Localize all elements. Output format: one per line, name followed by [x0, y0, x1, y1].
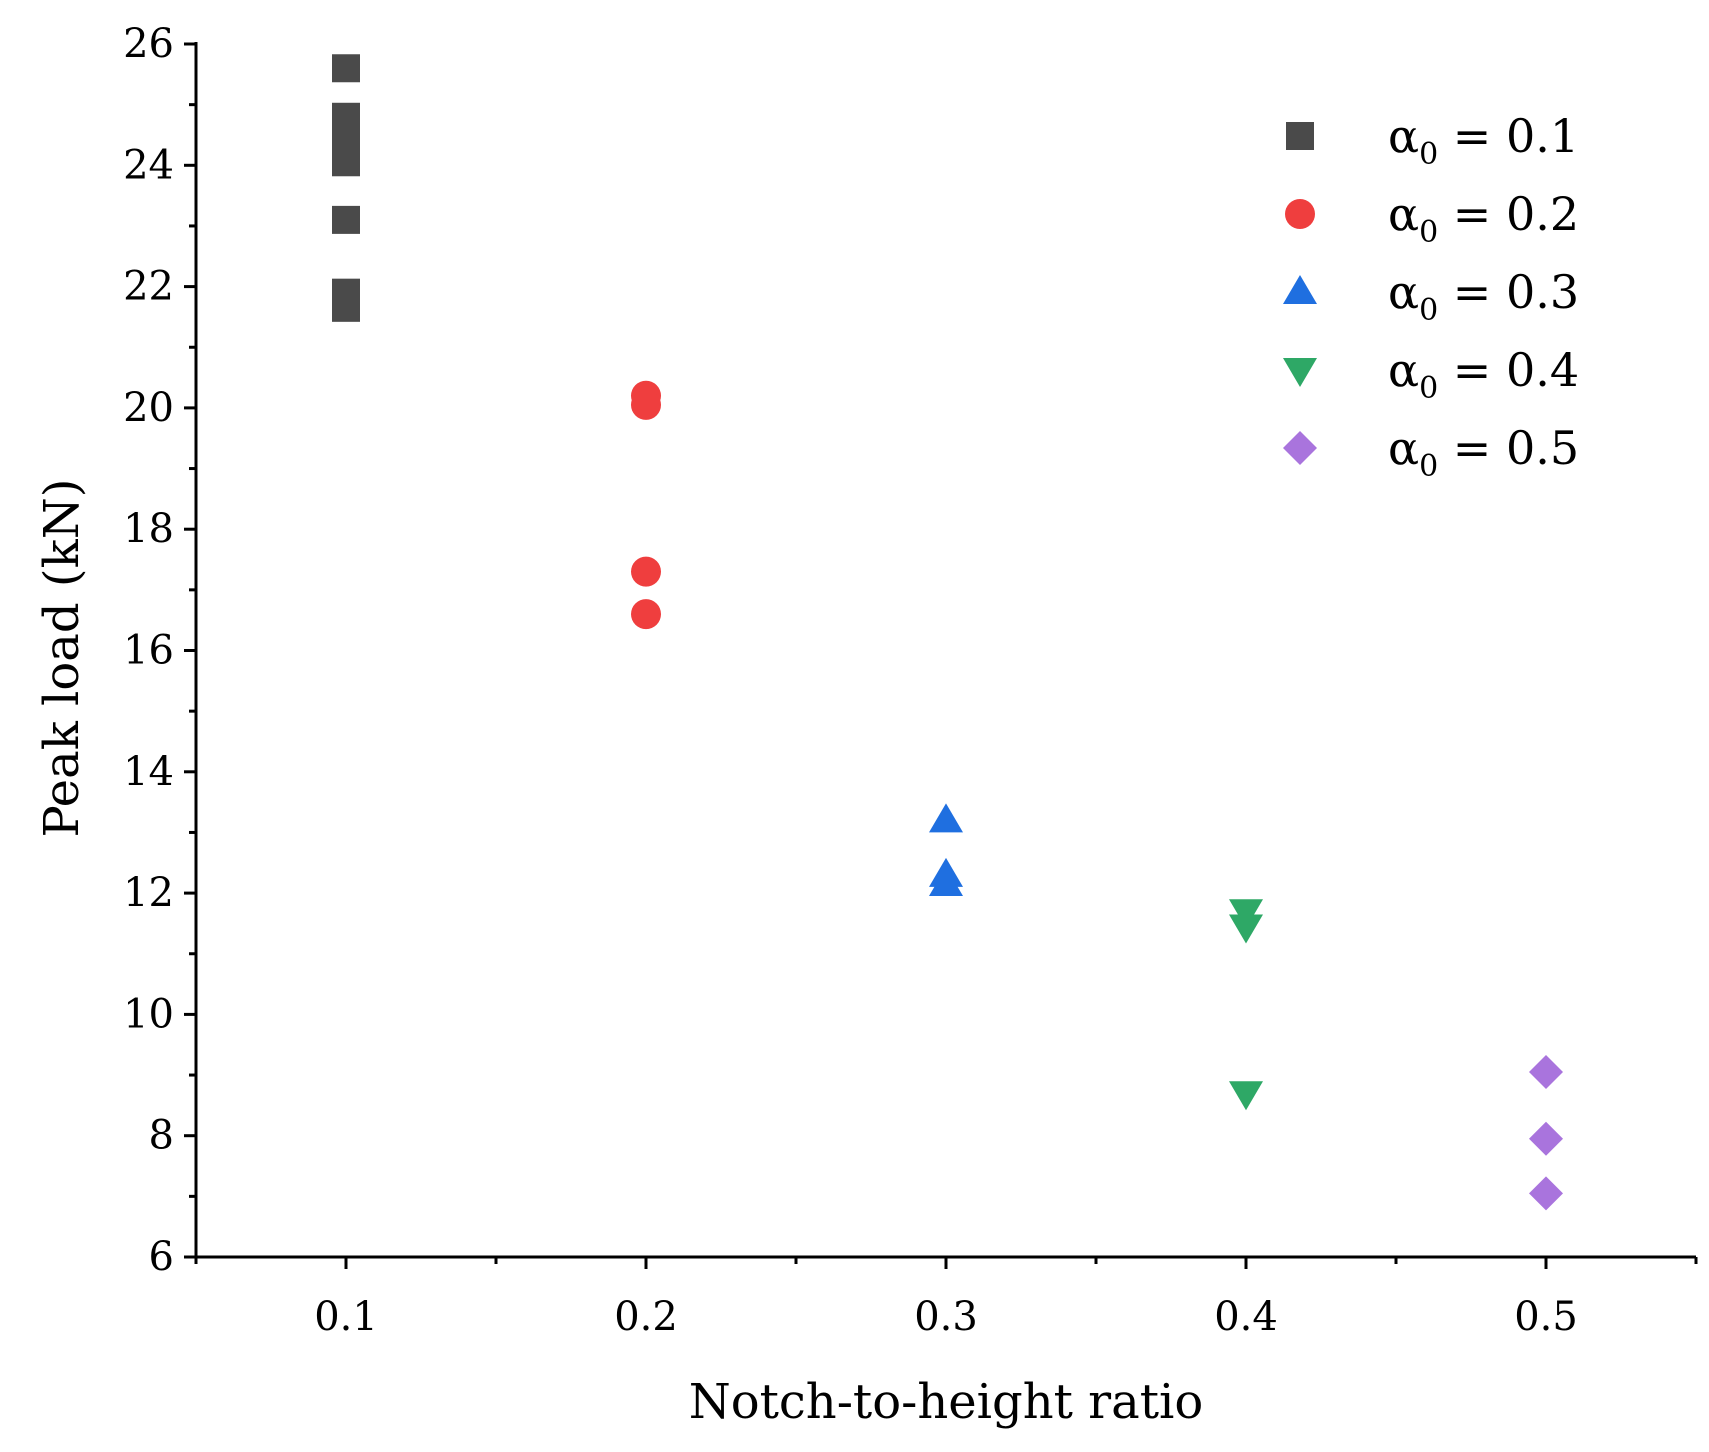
series-2 — [631, 380, 661, 630]
y-tick-label: 12 — [123, 870, 174, 916]
data-point — [332, 205, 360, 234]
legend-item: α0 = 0.1 — [1286, 109, 1579, 172]
data-point — [1229, 914, 1263, 944]
legend-label: α0 = 0.1 — [1388, 109, 1579, 172]
data-point — [332, 148, 360, 177]
series-1 — [332, 54, 360, 322]
series-3 — [929, 803, 963, 897]
x-tick-label: 0.2 — [614, 1294, 678, 1340]
x-axis-title: Notch-to-height ratio — [689, 1374, 1204, 1430]
data-point — [1529, 1121, 1563, 1156]
y-tick-label: 10 — [123, 991, 174, 1037]
x-tick-label: 0.3 — [914, 1294, 978, 1340]
legend-label: α0 = 0.3 — [1388, 265, 1579, 328]
data-point — [1529, 1176, 1563, 1211]
data-points — [332, 54, 1563, 1211]
data-point — [929, 803, 963, 833]
y-tick-label: 26 — [123, 21, 174, 67]
data-point — [1229, 899, 1263, 929]
data-point — [332, 102, 360, 131]
series-5 — [1529, 1055, 1563, 1211]
x-tick-label: 0.1 — [314, 1294, 378, 1340]
legend-marker — [1283, 275, 1317, 304]
legend-item: α0 = 0.4 — [1283, 343, 1579, 406]
legend-label: α0 = 0.5 — [1388, 421, 1579, 484]
y-tick-label: 22 — [123, 264, 174, 310]
x-tick-label: 0.4 — [1214, 1294, 1278, 1340]
legend-item: α0 = 0.5 — [1283, 421, 1579, 484]
axes: 6 8 10 12 14 16 18 20 22 24 26 0.1 0.2 0.3 0.4 0.5 — [123, 21, 1698, 1340]
x-tick-label: 0.5 — [1514, 1294, 1578, 1340]
data-point — [332, 54, 360, 83]
legend-label: α0 = 0.2 — [1388, 187, 1579, 250]
data-point — [929, 867, 963, 897]
data-point — [631, 599, 661, 630]
y-tick-label: 24 — [123, 142, 174, 188]
legend-marker — [1286, 122, 1314, 150]
data-point — [631, 556, 661, 587]
legend-label: α0 = 0.4 — [1388, 343, 1579, 406]
y-tick-label: 8 — [149, 1113, 174, 1159]
legend: α0 = 0.1 α0 = 0.2 α0 = 0.3 α0 = 0.4 α0 = 0.5 — [1283, 109, 1579, 484]
legend-marker — [1283, 358, 1317, 387]
y-tick-label: 18 — [123, 506, 174, 552]
y-tick-label: 6 — [149, 1234, 174, 1280]
series-4 — [1229, 899, 1263, 1111]
y-tick-label: 20 — [123, 385, 174, 431]
data-point — [1229, 1081, 1263, 1111]
y-axis-title: Peak load (kN) — [34, 479, 90, 838]
y-tick-label: 16 — [123, 628, 174, 674]
legend-item: α0 = 0.2 — [1285, 187, 1579, 250]
legend-item: α0 = 0.3 — [1283, 265, 1579, 328]
data-point — [631, 389, 661, 420]
legend-marker — [1283, 431, 1317, 465]
data-point — [332, 293, 360, 322]
data-point — [1529, 1055, 1563, 1090]
legend-marker — [1285, 199, 1315, 229]
y-tick-label: 14 — [123, 749, 174, 795]
